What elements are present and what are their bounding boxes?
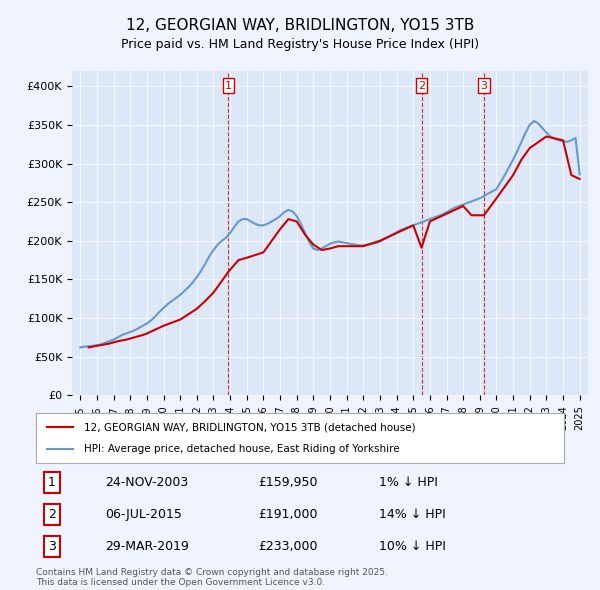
Text: 24-NOV-2003: 24-NOV-2003 <box>104 476 188 489</box>
Text: Price paid vs. HM Land Registry's House Price Index (HPI): Price paid vs. HM Land Registry's House … <box>121 38 479 51</box>
Text: £191,000: £191,000 <box>258 508 317 521</box>
Text: 1% ↓ HPI: 1% ↓ HPI <box>379 476 438 489</box>
Text: 1: 1 <box>225 80 232 90</box>
Text: £159,950: £159,950 <box>258 476 317 489</box>
Text: 06-JUL-2015: 06-JUL-2015 <box>104 508 182 521</box>
Text: Contains HM Land Registry data © Crown copyright and database right 2025.
This d: Contains HM Land Registry data © Crown c… <box>36 568 388 587</box>
Text: 2: 2 <box>48 508 56 521</box>
Text: 29-MAR-2019: 29-MAR-2019 <box>104 540 188 553</box>
Text: 2: 2 <box>418 80 425 90</box>
Text: 3: 3 <box>48 540 56 553</box>
Text: 10% ↓ HPI: 10% ↓ HPI <box>379 540 446 553</box>
Text: 1: 1 <box>48 476 56 489</box>
Text: £233,000: £233,000 <box>258 540 317 553</box>
Text: 12, GEORGIAN WAY, BRIDLINGTON, YO15 3TB: 12, GEORGIAN WAY, BRIDLINGTON, YO15 3TB <box>126 18 474 32</box>
Text: HPI: Average price, detached house, East Riding of Yorkshire: HPI: Average price, detached house, East… <box>83 444 399 454</box>
Text: 14% ↓ HPI: 14% ↓ HPI <box>379 508 446 521</box>
Text: 12, GEORGIAN WAY, BRIDLINGTON, YO15 3TB (detached house): 12, GEORGIAN WAY, BRIDLINGTON, YO15 3TB … <box>83 422 415 432</box>
Text: 3: 3 <box>481 80 487 90</box>
